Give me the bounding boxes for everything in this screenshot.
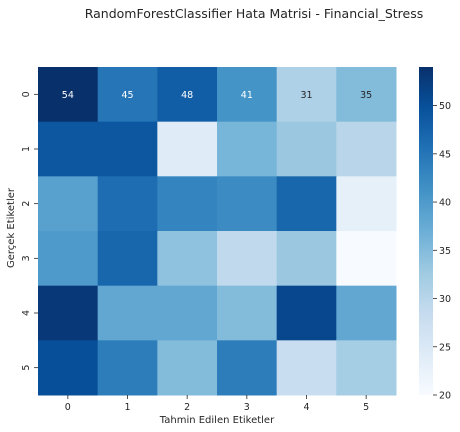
y-tick-label-1: 1 — [21, 146, 32, 152]
colorbar-tick-label-3: 35 — [439, 246, 451, 257]
x-axis-label: Tahmin Edilen Etiketler — [159, 415, 275, 426]
heatmap-cell-3-0 — [38, 231, 99, 287]
heatmap-cells — [38, 67, 397, 396]
colorbar — [419, 67, 433, 395]
heatmap-cell-5-4 — [276, 340, 337, 396]
heatmap-cell-5-5 — [336, 340, 397, 396]
heatmap-cell-5-3 — [217, 340, 278, 396]
y-tick-label-0: 0 — [21, 91, 32, 97]
y-axis-label: Gerçek Etiketler — [6, 187, 17, 268]
cell-value-label-0-2: 48 — [181, 90, 193, 101]
heatmap-cell-0-2 — [157, 67, 218, 123]
y-tick-label-2: 2 — [21, 201, 32, 207]
colorbar-ticks: 20 25 30 35 40 45 50 — [433, 101, 451, 402]
y-tick-label-4: 4 — [21, 310, 32, 316]
colorbar-tick-label-2: 30 — [439, 294, 451, 305]
cell-value-label-0-3: 41 — [241, 90, 253, 101]
heatmap-cell-0-5 — [336, 67, 397, 123]
chart-title: RandomForestClassifier Hata Matrisi - Fi… — [85, 6, 424, 21]
x-axis-ticks: 0 1 2 3 4 5 — [65, 395, 369, 413]
heatmap-cell-1-3 — [217, 121, 278, 177]
heatmap-cell-1-2 — [157, 121, 218, 177]
colorbar-tick-label-1: 25 — [439, 342, 451, 353]
heatmap-cell-5-0 — [38, 340, 99, 396]
heatmap-cell-4-2 — [157, 285, 218, 341]
colorbar-tick-label-5: 45 — [439, 149, 451, 160]
heatmap-cell-1-1 — [97, 121, 158, 177]
heatmap-cell-5-1 — [97, 340, 158, 396]
cell-value-label-0-5: 35 — [360, 90, 372, 101]
heatmap-cell-1-4 — [276, 121, 337, 177]
heatmap-cell-0-4 — [276, 67, 337, 123]
heatmap-cell-3-1 — [97, 231, 158, 287]
colorbar-tick-label-6: 50 — [439, 101, 451, 112]
heatmap-cell-3-5 — [336, 231, 397, 287]
colorbar-tick-label-0: 20 — [439, 391, 451, 402]
heatmap-cell-1-0 — [38, 121, 99, 177]
heatmap-cell-3-4 — [276, 231, 337, 287]
heatmap-cell-labels: 54 45 48 41 31 35 — [62, 90, 372, 101]
heatmap-cell-0-0 — [38, 67, 99, 123]
y-tick-label-5: 5 — [21, 365, 32, 371]
heatmap-cell-3-2 — [157, 231, 218, 287]
heatmap-cell-0-3 — [217, 67, 278, 123]
heatmap-cell-3-3 — [217, 231, 278, 287]
heatmap-cell-2-5 — [336, 176, 397, 232]
heatmap-cell-4-1 — [97, 285, 158, 341]
x-tick-label-3: 3 — [244, 402, 250, 413]
heatmap-cell-2-0 — [38, 176, 99, 232]
y-axis-ticks: 0 1 2 3 4 5 — [21, 91, 38, 371]
heatmap-cell-2-1 — [97, 176, 158, 232]
heatmap-cell-2-3 — [217, 176, 278, 232]
colorbar-tick-label-4: 40 — [439, 198, 451, 209]
cell-value-label-0-1: 45 — [121, 90, 133, 101]
cell-value-label-0-4: 31 — [300, 90, 312, 101]
x-tick-label-1: 1 — [124, 402, 130, 413]
heatmap-cell-0-1 — [97, 67, 158, 123]
heatmap-cell-4-4 — [276, 285, 337, 341]
heatmap-cell-4-5 — [336, 285, 397, 341]
x-tick-label-0: 0 — [65, 402, 71, 413]
x-tick-label-2: 2 — [184, 402, 190, 413]
heatmap-cell-4-0 — [38, 285, 99, 341]
heatmap-cell-2-2 — [157, 176, 218, 232]
heatmap-cell-5-2 — [157, 340, 218, 396]
y-tick-label-3: 3 — [21, 255, 32, 261]
heatmap-cell-2-4 — [276, 176, 337, 232]
heatmap-cell-4-3 — [217, 285, 278, 341]
cell-value-label-0-0: 54 — [62, 90, 74, 101]
x-tick-label-5: 5 — [363, 402, 369, 413]
x-tick-label-4: 4 — [303, 402, 309, 413]
heatmap-cell-1-5 — [336, 121, 397, 177]
